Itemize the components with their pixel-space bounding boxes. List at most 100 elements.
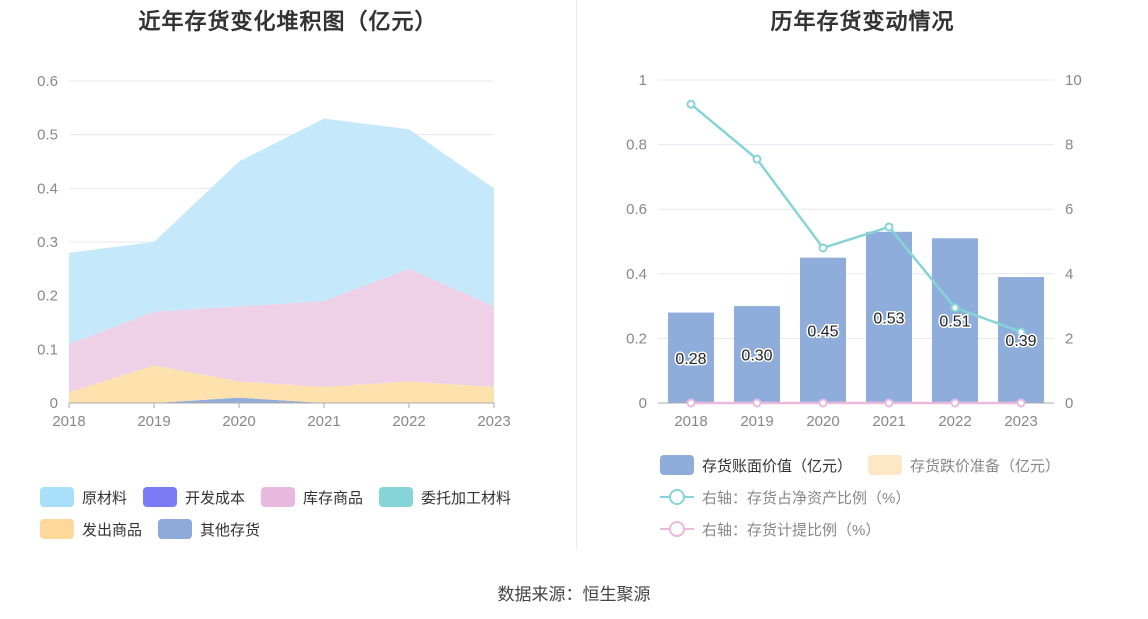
legend-label: 右轴：存货占净资产比例（%） [702, 489, 911, 507]
line-point [686, 398, 696, 408]
y-tick-label: 0.2 [37, 288, 58, 305]
legend-swatch [379, 487, 414, 507]
y-tick-label: 0.4 [37, 180, 58, 197]
x-tick-label: 2018 [674, 413, 707, 430]
legend-label: 发出商品 [82, 521, 143, 539]
bar [734, 306, 780, 403]
left-y-tick-label: 0.4 [626, 266, 647, 283]
legend-swatch [158, 519, 193, 539]
right-y-tick-label: 4 [1065, 266, 1073, 283]
line-point [950, 398, 960, 408]
left-chart-panel: 近年存货变化堆积图（亿元） 0 0.1 0.2 0.3 0.4 0.5 0.6 2018 201… [0, 0, 576, 552]
x-tick-label: 2020 [806, 413, 839, 430]
legend-label: 其他存货 [200, 521, 261, 539]
legend-label: 委托加工材料 [421, 489, 512, 507]
x-tick-label: 2023 [1004, 413, 1037, 430]
x-tick-label: 2019 [740, 413, 773, 430]
right-y-tick-label: 0 [1065, 395, 1073, 412]
left-y-tick-label: 0.6 [626, 201, 647, 218]
legend-item[interactable]: 原材料 [40, 481, 127, 513]
panel-divider [576, 0, 577, 550]
right-y-tick-label: 10 [1065, 72, 1082, 89]
legend-swatch [868, 455, 903, 475]
legend-label: 原材料 [82, 489, 128, 507]
line-point [686, 99, 696, 109]
line-point [1016, 398, 1026, 408]
line-point [818, 243, 828, 253]
legend-item[interactable]: 库存商品 [261, 481, 363, 513]
legend-item[interactable]: 右轴：存货计提比例（%） [660, 513, 1104, 545]
legend-swatch [660, 519, 694, 539]
y-tick-label: 0.5 [37, 127, 58, 144]
legend-item[interactable]: 存货跌价准备（亿元） [868, 449, 1060, 481]
legend-item[interactable]: 开发成本 [143, 481, 245, 513]
line-point [1016, 327, 1026, 337]
line-point [752, 154, 762, 164]
line-point [884, 222, 894, 232]
x-tick-label: 2021 [872, 413, 905, 430]
right-y-tick-label: 2 [1065, 330, 1073, 347]
line-point [950, 303, 960, 313]
y-tick-label: 0 [50, 395, 58, 412]
right-chart-title: 历年存货变动情况 [770, 9, 955, 34]
legend-label: 存货账面价值（亿元） [702, 457, 853, 475]
bar-data-label: 0.39 [1005, 333, 1036, 350]
x-tick-label: 2021 [307, 413, 340, 430]
right-chart-panel: 历年存货变动情况 0 0.2 0.4 0.6 0.8 1 0 2 4 6 8 10 2018 2019 20… [577, 0, 1148, 552]
bar [800, 257, 846, 403]
area-series-4 [69, 268, 494, 393]
bar-data-label: 0.45 [807, 323, 838, 340]
bar-data-label: 0.28 [675, 351, 706, 368]
legend-label: 存货跌价准备（亿元） [910, 457, 1061, 475]
data-source: 数据来源：恒生聚源 [497, 585, 651, 604]
right-y-tick-label: 6 [1065, 201, 1073, 218]
x-tick-label: 2019 [137, 413, 170, 430]
line-point [818, 398, 828, 408]
right-legend: 存货账面价值（亿元） 存货跌价准备（亿元） 右轴：存货占净资产比例（%） 右轴：存货计… [660, 449, 1120, 545]
legend-swatch [143, 487, 178, 507]
bar-data-label: 0.53 [873, 310, 904, 327]
left-y-tick-label: 1 [639, 72, 647, 89]
x-tick-label: 2018 [52, 413, 85, 430]
bar-data-label: 0.51 [939, 314, 970, 331]
legend-swatch [660, 455, 694, 475]
bar [998, 277, 1044, 403]
stacked-area-chart: 0 0.1 0.2 0.3 0.4 0.5 0.6 2018 2019 2020 2021 2022 2… [37, 73, 511, 430]
left-y-tick-label: 0.2 [626, 330, 647, 347]
legend-label: 右轴：存货计提比例（%） [702, 521, 881, 539]
bar-data-label: 0.30 [741, 348, 772, 365]
legend-swatch [660, 487, 694, 507]
legend-swatch [261, 487, 296, 507]
legend-swatch [40, 487, 74, 507]
legend-item[interactable]: 右轴：存货占净资产比例（%） [660, 481, 1104, 513]
legend-item[interactable]: 其他存货 [158, 513, 260, 545]
y-tick-label: 0.1 [37, 341, 58, 358]
line-point [752, 398, 762, 408]
bar [668, 312, 714, 403]
legend-dot [669, 521, 685, 537]
y-tick-label: 0.6 [37, 73, 58, 90]
left-y-tick-label: 0.8 [626, 137, 647, 154]
bar [932, 238, 978, 403]
area-series-1 [69, 397, 494, 403]
line-point [884, 398, 894, 408]
left-y-tick-label: 0 [639, 395, 647, 412]
legend-label: 开发成本 [185, 489, 246, 507]
right-y-tick-label: 8 [1065, 137, 1073, 154]
legend-item[interactable]: 委托加工材料 [379, 481, 511, 513]
x-tick-label: 2022 [938, 413, 971, 430]
left-chart-title: 近年存货变化堆积图（亿元） [138, 9, 438, 34]
legend-item[interactable]: 发出商品 [40, 513, 142, 545]
line-series-1 [690, 103, 1022, 334]
bar [866, 231, 912, 403]
legend-item[interactable]: 存货账面价值（亿元） [660, 449, 852, 481]
y-tick-label: 0.3 [37, 234, 58, 251]
legend-swatch [40, 519, 74, 539]
left-legend: 原材料 开发成本 库存商品 委托加工材料发出商品 其他存货 [40, 481, 560, 545]
x-tick-label: 2023 [477, 413, 510, 430]
legend-label: 库存商品 [303, 489, 364, 507]
area-series-6 [69, 118, 494, 344]
area-series-2 [69, 365, 494, 403]
x-tick-label: 2020 [222, 413, 255, 430]
